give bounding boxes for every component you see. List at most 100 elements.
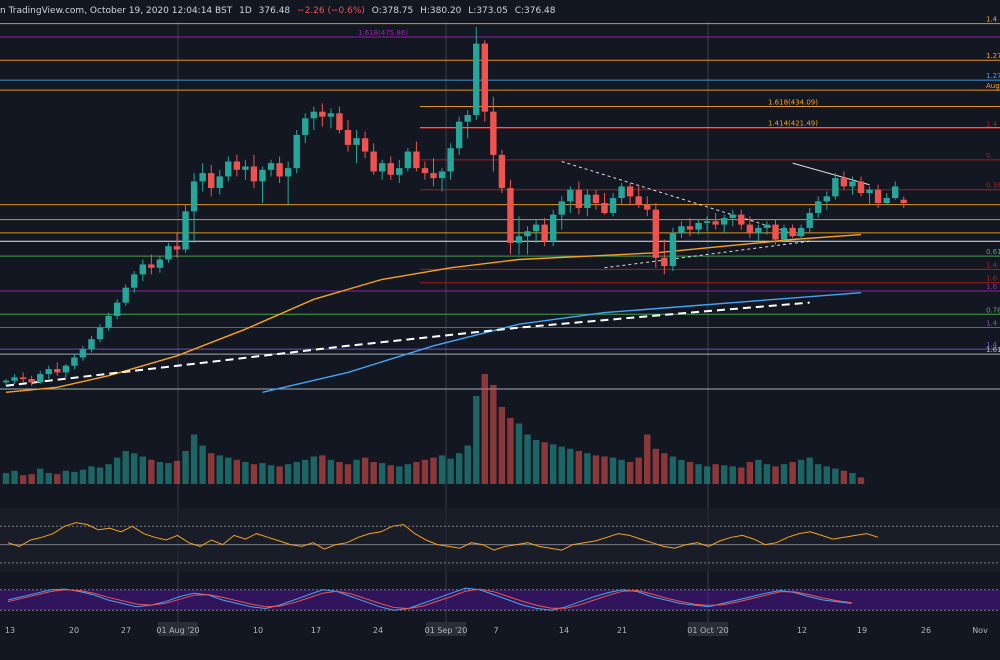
volume-bar xyxy=(173,460,181,484)
moving-average-0 xyxy=(5,233,862,393)
candle-body xyxy=(455,121,463,149)
candle-body xyxy=(438,171,446,179)
candle-body xyxy=(430,173,437,179)
volume-bar xyxy=(490,385,497,484)
candle-body xyxy=(421,168,429,174)
open-value: O:378.75 xyxy=(371,6,414,16)
candle-body xyxy=(464,114,471,122)
level-label-0: 1.4 xyxy=(986,16,998,24)
volume-bar xyxy=(729,466,736,484)
volume-bar xyxy=(165,463,172,484)
candle-body xyxy=(11,377,18,381)
candle-body xyxy=(284,168,292,177)
volume-bar xyxy=(815,464,822,484)
candle-body xyxy=(71,357,78,366)
volume-bar xyxy=(379,463,386,484)
volume-bar xyxy=(19,475,27,484)
trendlines xyxy=(561,161,870,269)
volume-bar xyxy=(592,455,600,484)
candle-body xyxy=(721,217,728,225)
x-tick-box-11 xyxy=(688,622,728,636)
level-label-14: 0.61 xyxy=(986,248,1000,256)
candle-body xyxy=(216,176,223,189)
candle-body xyxy=(481,43,488,112)
rsi-panel xyxy=(0,508,1000,572)
candle-body xyxy=(712,221,719,225)
volume-bar xyxy=(421,459,429,484)
volume-bar xyxy=(344,464,352,484)
level-label-8: 0. xyxy=(986,152,993,160)
candlesticks xyxy=(2,26,907,386)
volume-bar xyxy=(524,434,531,484)
candle-body xyxy=(755,227,762,233)
volume-bar xyxy=(131,453,138,484)
volume-bar xyxy=(267,465,275,484)
level-label-15: 1.4 xyxy=(986,261,998,269)
volume-bar xyxy=(62,470,70,484)
volume-bar xyxy=(823,466,830,484)
volume-bar xyxy=(37,468,44,484)
volume-bar xyxy=(473,396,480,484)
candle-body xyxy=(199,173,206,182)
candle-body xyxy=(592,194,600,204)
candle-body xyxy=(746,224,754,233)
volume-bar xyxy=(721,465,728,484)
candle-body xyxy=(88,339,95,350)
candle-body xyxy=(695,222,702,230)
candle-body xyxy=(156,259,164,268)
volume-bar xyxy=(626,462,634,484)
candle-body xyxy=(379,163,386,172)
candle-body xyxy=(797,227,805,237)
candle-body xyxy=(644,204,651,210)
candle-body xyxy=(208,173,215,189)
volume-bar xyxy=(225,457,232,484)
candle-body xyxy=(2,380,10,383)
x-tick-label: 19 xyxy=(857,626,867,635)
volume-bar xyxy=(746,462,754,484)
volume-bar xyxy=(396,466,403,484)
volume-bar xyxy=(609,457,617,484)
x-tick-label: 20 xyxy=(69,626,79,635)
candle-body xyxy=(165,246,172,260)
volume-bar xyxy=(259,463,266,484)
interval-label: 1D xyxy=(239,6,252,16)
volume-bar xyxy=(455,453,463,484)
x-tick-label: 01 Sep '20 xyxy=(425,626,468,635)
candle-body xyxy=(584,194,591,208)
candle-body xyxy=(233,161,241,170)
candle-body xyxy=(250,166,258,182)
candle-body xyxy=(302,118,309,135)
level-label-6: 1.414(421.49) xyxy=(768,119,818,127)
volume-bar xyxy=(695,464,702,484)
candle-body xyxy=(686,226,694,230)
volume-bar xyxy=(644,434,651,484)
volume-bar xyxy=(156,462,164,484)
source-text: n TradingView.com, October 19, 2020 12:0… xyxy=(0,6,233,16)
volume-bar xyxy=(515,423,523,484)
horizontal-levels: 1.4 1.618(475.86) 1.272 1.272 Aug 1.618(434.0… xyxy=(0,16,1000,390)
candle-body xyxy=(772,224,779,240)
volume-bar xyxy=(336,462,343,484)
volume-bar xyxy=(772,466,779,484)
volume-bar xyxy=(498,407,506,484)
level-label-18: 0.78 xyxy=(986,306,1000,314)
volume-bar xyxy=(122,451,129,484)
volume-bar xyxy=(447,458,454,484)
candle-body xyxy=(259,169,266,182)
level-label-3: 1.272 xyxy=(986,72,1000,80)
candle-body xyxy=(54,369,61,373)
candle-body xyxy=(661,257,668,267)
candle-body xyxy=(413,151,420,169)
candle-body xyxy=(849,181,856,187)
candle-body xyxy=(19,377,27,380)
candle-body xyxy=(652,209,659,258)
candle-body xyxy=(45,369,52,375)
candle-body xyxy=(780,227,788,240)
volume-bar xyxy=(45,473,52,484)
volume-bar xyxy=(413,462,420,484)
candle-body xyxy=(28,379,35,383)
volume-bar xyxy=(139,456,146,484)
x-tick-box-3 xyxy=(158,622,198,636)
x-tick-label: 26 xyxy=(921,626,931,635)
